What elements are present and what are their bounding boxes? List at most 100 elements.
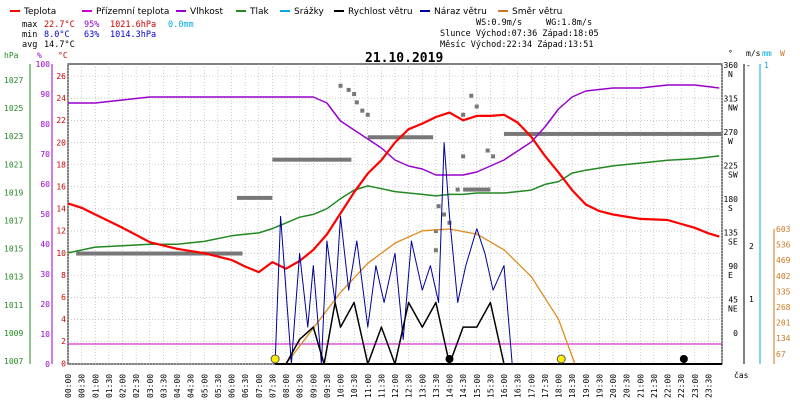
c-tick: 16: [56, 183, 66, 192]
x-tick: 18:00: [555, 374, 564, 398]
wm-tick: 134: [776, 334, 791, 343]
x-tick: 12:30: [405, 374, 414, 398]
x-tick: 00:00: [64, 374, 73, 398]
legend-rychlost: Rychlost větru: [348, 7, 413, 17]
dir-label: N: [728, 70, 733, 79]
x-unit: čas: [734, 370, 749, 380]
x-tick: 13:00: [418, 374, 427, 398]
dir-tick: 90: [728, 262, 738, 271]
legend-tlak: Tlak: [249, 7, 270, 17]
sun-marker: [556, 354, 566, 364]
x-tick: 14:00: [446, 374, 455, 398]
stat-avg-temp: 14.7°C: [44, 40, 75, 50]
wind-dir-point: [338, 83, 343, 88]
axes: hPa% °C1027102510231021101910171015101310…: [4, 49, 791, 398]
pct-tick: 50: [40, 210, 50, 219]
wind-dir-bar: [272, 157, 352, 162]
pct-tick: 90: [40, 90, 50, 99]
hpa-tick: 1023: [4, 132, 23, 141]
pct-tick: 100: [36, 60, 51, 69]
stat-moon: Měsíc Východ:22:34 Západ:13:51: [440, 40, 594, 50]
stat-min-press: 1014.3hPa: [110, 30, 156, 40]
wind-dir-point: [352, 92, 357, 97]
wm-tick: 67: [776, 350, 786, 359]
sun-moon-markers: [270, 354, 688, 364]
dir-label: E: [728, 271, 733, 280]
chart-title: 21.10.2019: [365, 51, 443, 66]
x-tick: 17:30: [541, 374, 550, 398]
wind-dir-point: [346, 87, 351, 92]
pct-tick: 80: [40, 120, 50, 129]
stat-ws: WS:0.9m/s: [476, 18, 522, 28]
pct-tick: 0: [45, 360, 50, 369]
x-tick: 22:00: [664, 374, 673, 398]
hpa-tick: 1007: [4, 357, 23, 366]
legend-prizemni: Přízemní teplota: [96, 7, 169, 17]
wind-dir-point: [433, 229, 438, 234]
c-tick: 20: [56, 138, 66, 147]
pct-tick: 40: [40, 240, 50, 249]
wind-dir-bar: [504, 131, 722, 136]
wm-tick: 603: [776, 225, 791, 234]
x-tick: 19:30: [595, 374, 604, 398]
wm-tick: 536: [776, 241, 791, 250]
ms-unit: m/s: [746, 49, 761, 58]
dir-unit: °: [728, 49, 733, 58]
x-tick: 08:30: [296, 374, 305, 398]
stat-sun: Slunce Východ:07:36 Západ:18:05: [440, 29, 599, 39]
ms-tick-top: -: [746, 61, 751, 70]
pct-tick: 70: [40, 150, 50, 159]
x-tick: 00:30: [78, 374, 87, 398]
x-tick: 20:30: [623, 374, 632, 398]
hpa-tick: 1017: [4, 217, 23, 226]
c-tick: 0: [61, 359, 66, 368]
wm-tick: 402: [776, 272, 791, 281]
pct-tick: 20: [40, 300, 50, 309]
x-tick: 02:30: [132, 374, 141, 398]
wm-tick: 268: [776, 303, 791, 312]
c-tick: 2: [61, 337, 66, 346]
dir-label: W: [728, 137, 733, 146]
stat-min-hum: 63%: [84, 30, 99, 40]
x-tick: 09:00: [309, 374, 318, 398]
series-lines: [67, 84, 722, 365]
wind-dir-point: [461, 112, 466, 117]
x-tick: 16:30: [514, 374, 523, 398]
pct-tick: 60: [40, 180, 50, 189]
x-tick: 17:00: [527, 374, 536, 398]
wm-tick: 335: [776, 287, 791, 296]
x-tick: 10:30: [350, 374, 359, 398]
wind-dir-point: [442, 212, 447, 217]
stats-block: max 22.7°C 95% 1021.6hPa 0.0mm min 8.0°C…: [22, 18, 599, 50]
series-vlhkost: [68, 84, 720, 176]
x-tick: 03:30: [159, 374, 168, 398]
hpa-tick: 1021: [4, 160, 23, 169]
stat-max-hum: 95%: [84, 20, 99, 30]
x-tick: 12:00: [391, 374, 400, 398]
wind-dir-point: [485, 148, 490, 153]
x-tick: 09:30: [323, 374, 332, 398]
mm-unit: mm: [762, 49, 772, 58]
x-tick: 01:00: [91, 374, 100, 398]
c-tick: 22: [56, 116, 66, 125]
wind-dir-point: [365, 112, 370, 117]
hpa-tick: 1009: [4, 329, 23, 338]
x-tick: 05:30: [214, 374, 223, 398]
stat-wg: WG:1.8m/s: [546, 18, 592, 28]
c-tick: 18: [56, 160, 66, 169]
wind-dir-point: [360, 108, 365, 113]
dir-tick: 360: [724, 61, 739, 70]
x-tick: 04:00: [173, 374, 182, 398]
x-tick: 05:00: [200, 374, 209, 398]
pct-unit: %: [37, 51, 42, 60]
wm-tick: 469: [776, 256, 791, 265]
x-tick: 21:30: [650, 374, 659, 398]
hpa-tick: 1025: [4, 104, 23, 113]
c-tick: 6: [61, 293, 66, 302]
series-tlak: [67, 155, 720, 254]
c-tick: 12: [56, 227, 66, 236]
moon-marker: [445, 355, 454, 363]
wind-dir-point: [447, 220, 452, 225]
